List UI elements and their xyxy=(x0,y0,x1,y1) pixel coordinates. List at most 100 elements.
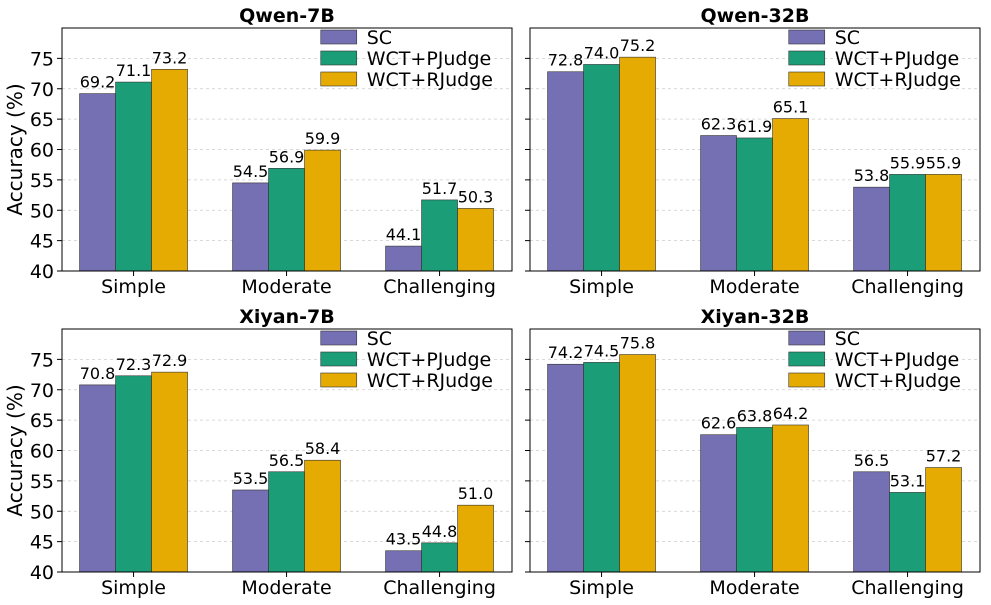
data-label: 61.9 xyxy=(737,117,773,136)
legend-label: SC xyxy=(367,328,392,350)
data-label: 53.1 xyxy=(890,471,926,490)
data-label: 58.4 xyxy=(305,439,341,458)
x-tick-label: Simple xyxy=(101,577,166,599)
legend-swatch-sc xyxy=(320,29,358,45)
legend-label: SC xyxy=(835,27,860,49)
y-tick-label: 55 xyxy=(30,471,54,493)
legend-label: WCT+RJudge xyxy=(835,69,961,91)
bar-wct-pjudge-moderate xyxy=(268,471,305,573)
data-label: 44.1 xyxy=(386,225,422,244)
data-label: 51.7 xyxy=(422,179,458,198)
bar-wct-pjudge-simple xyxy=(583,362,620,573)
data-label: 75.8 xyxy=(620,334,656,353)
x-tick-label: Simple xyxy=(101,276,166,298)
y-tick-label: 65 xyxy=(30,109,54,131)
data-label: 56.9 xyxy=(269,147,305,166)
legend-label: SC xyxy=(835,328,860,350)
bar-wct-rjudge-simple xyxy=(151,371,188,573)
data-label: 59.9 xyxy=(305,129,341,148)
data-label: 43.5 xyxy=(386,530,422,549)
y-tick-label: 75 xyxy=(30,48,54,70)
x-tick-label: Challenging xyxy=(851,276,964,298)
bar-wct-pjudge-simple xyxy=(115,375,152,573)
y-tick-label: 75 xyxy=(30,349,54,371)
data-label: 64.2 xyxy=(773,404,809,423)
x-tick-label: Challenging xyxy=(383,276,496,298)
data-label: 56.5 xyxy=(269,451,305,470)
data-label: 54.5 xyxy=(233,162,269,181)
plot-frame xyxy=(61,328,513,573)
plot-frame xyxy=(529,328,981,573)
data-label: 51.0 xyxy=(458,484,494,503)
x-tick-label: Moderate xyxy=(709,276,799,298)
legend-swatch-wct-rjudge xyxy=(788,372,826,388)
bar-wct-rjudge-moderate xyxy=(304,149,341,272)
bar-sc-simple xyxy=(79,93,116,272)
data-label: 72.9 xyxy=(152,351,188,370)
legend-swatch-wct-rjudge xyxy=(320,372,358,388)
chart-title: Qwen-7B xyxy=(239,5,335,27)
bar-wct-pjudge-moderate xyxy=(736,427,773,573)
y-tick-label: 60 xyxy=(30,441,54,463)
bar-wct-pjudge-moderate xyxy=(736,137,773,272)
legend-swatch-wct-pjudge xyxy=(788,351,826,367)
chart-title: Xiyan-32B xyxy=(701,306,810,328)
data-label: 44.8 xyxy=(422,522,458,541)
y-tick-label: 45 xyxy=(30,532,54,554)
plot-frame xyxy=(529,27,981,272)
data-label: 72.3 xyxy=(116,355,152,374)
bar-wct-rjudge-challenging xyxy=(457,504,494,573)
legend-swatch-sc xyxy=(788,29,826,45)
y-tick-label: 40 xyxy=(30,562,54,584)
data-label: 55.9 xyxy=(926,153,962,172)
data-label: 74.5 xyxy=(584,341,620,360)
bar-wct-pjudge-challenging xyxy=(421,199,458,272)
bar-wct-rjudge-challenging xyxy=(925,174,962,272)
x-tick-label: Moderate xyxy=(241,577,331,599)
data-label: 75.2 xyxy=(620,36,656,55)
bar-wct-rjudge-moderate xyxy=(772,424,809,573)
y-axis-label: Accuracy (%) xyxy=(3,83,27,215)
legend-swatch-sc xyxy=(788,330,826,346)
data-label: 74.2 xyxy=(548,343,584,362)
legend-swatch-wct-pjudge xyxy=(320,50,358,66)
x-tick-label: Challenging xyxy=(383,577,496,599)
data-label: 55.9 xyxy=(890,153,926,172)
bar-sc-moderate xyxy=(700,434,737,573)
bar-sc-simple xyxy=(547,71,584,272)
legend-label: WCT+PJudge xyxy=(835,48,960,70)
legend-swatch-wct-pjudge xyxy=(788,50,826,66)
bar-wct-rjudge-moderate xyxy=(772,118,809,272)
y-axis-label: Accuracy (%) xyxy=(3,384,27,516)
data-label: 62.6 xyxy=(701,414,737,433)
data-label: 53.8 xyxy=(854,166,890,185)
bar-sc-moderate xyxy=(232,489,269,573)
y-tick-label: 60 xyxy=(30,140,54,162)
legend-label: WCT+PJudge xyxy=(367,349,492,371)
bar-sc-moderate xyxy=(232,182,269,272)
legend-swatch-wct-pjudge xyxy=(320,351,358,367)
legend-swatch-sc xyxy=(320,330,358,346)
data-label: 62.3 xyxy=(701,115,737,134)
data-label: 70.8 xyxy=(80,364,116,383)
x-tick-label: Simple xyxy=(569,577,634,599)
bar-wct-pjudge-challenging xyxy=(889,174,926,272)
data-label: 50.3 xyxy=(458,187,494,206)
data-label: 65.1 xyxy=(773,98,809,117)
bar-wct-rjudge-challenging xyxy=(925,467,962,573)
y-tick-label: 55 xyxy=(30,170,54,192)
bar-wct-rjudge-simple xyxy=(151,69,188,272)
bar-wct-pjudge-challenging xyxy=(889,492,926,573)
y-tick-label: 50 xyxy=(30,501,54,523)
data-label: 72.8 xyxy=(548,51,584,70)
legend-label: SC xyxy=(367,27,392,49)
bar-sc-moderate xyxy=(700,135,737,272)
legend-label: WCT+PJudge xyxy=(835,349,960,371)
x-tick-label: Simple xyxy=(569,276,634,298)
data-label: 73.2 xyxy=(152,48,188,67)
data-label: 57.2 xyxy=(926,447,962,466)
bar-wct-pjudge-moderate xyxy=(268,168,305,272)
bar-sc-challenging xyxy=(385,245,422,272)
data-label: 71.1 xyxy=(116,61,152,80)
